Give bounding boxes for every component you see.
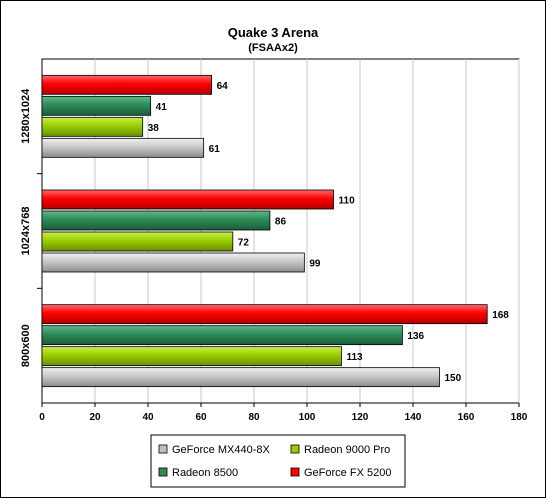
data-label: 99 [309,259,321,270]
x-tick-label: 0 [39,412,45,423]
x-tick-label: 80 [248,412,260,423]
legend-label: Radeon 9000 Pro [304,444,390,456]
data-label: 168 [492,310,509,321]
plot-area: 0 20 40 60 80 100 120 140 160 180 1280x1024 64 41 38 6… [20,58,528,423]
data-label: 86 [275,217,287,228]
chart-title: Quake 3 Arena [228,25,319,40]
bar [41,367,440,388]
legend-swatch [290,467,300,477]
bar [41,95,152,116]
legend-swatch [158,467,168,477]
x-tick-label: 60 [195,412,207,423]
legend-swatch [290,444,300,454]
bar [41,189,334,210]
data-label: 110 [339,196,356,207]
legend-swatch [158,444,168,454]
x-tick-label: 100 [299,412,316,423]
data-label: 150 [445,373,462,384]
bar [41,116,144,137]
data-label: 38 [148,123,160,134]
x-tick-label: 180 [511,412,528,423]
bar [41,74,213,95]
legend: GeForce MX440-8X Radeon 9000 Pro Radeon 85… [150,434,406,488]
bar [41,137,205,158]
legend-label: Radeon 8500 [172,467,238,479]
x-tick-label: 20 [89,412,101,423]
bar [41,325,403,346]
x-tick-label: 40 [142,412,154,423]
bar [41,252,305,273]
legend-box [150,434,406,488]
bar [41,304,488,325]
data-label: 136 [407,331,424,342]
bar [41,231,234,252]
plot-background [41,58,520,404]
data-label: 41 [156,102,168,113]
data-label: 72 [238,238,250,249]
data-label: 64 [217,81,229,92]
bar [41,346,342,367]
x-tick-label: 160 [458,412,475,423]
data-label: 113 [346,352,363,363]
category-label: 800x600 [20,324,32,367]
bar [41,210,271,231]
category-label: 1024x768 [20,207,32,256]
data-label: 61 [209,144,221,155]
category-label: 1280x1024 [20,88,32,144]
x-tick-label: 140 [405,412,422,423]
x-tick-label: 120 [352,412,369,423]
legend-label: GeForce MX440-8X [172,444,270,456]
legend-label: GeForce FX 5200 [304,467,391,479]
chart-subtitle: (FSAAx2) [248,42,298,54]
